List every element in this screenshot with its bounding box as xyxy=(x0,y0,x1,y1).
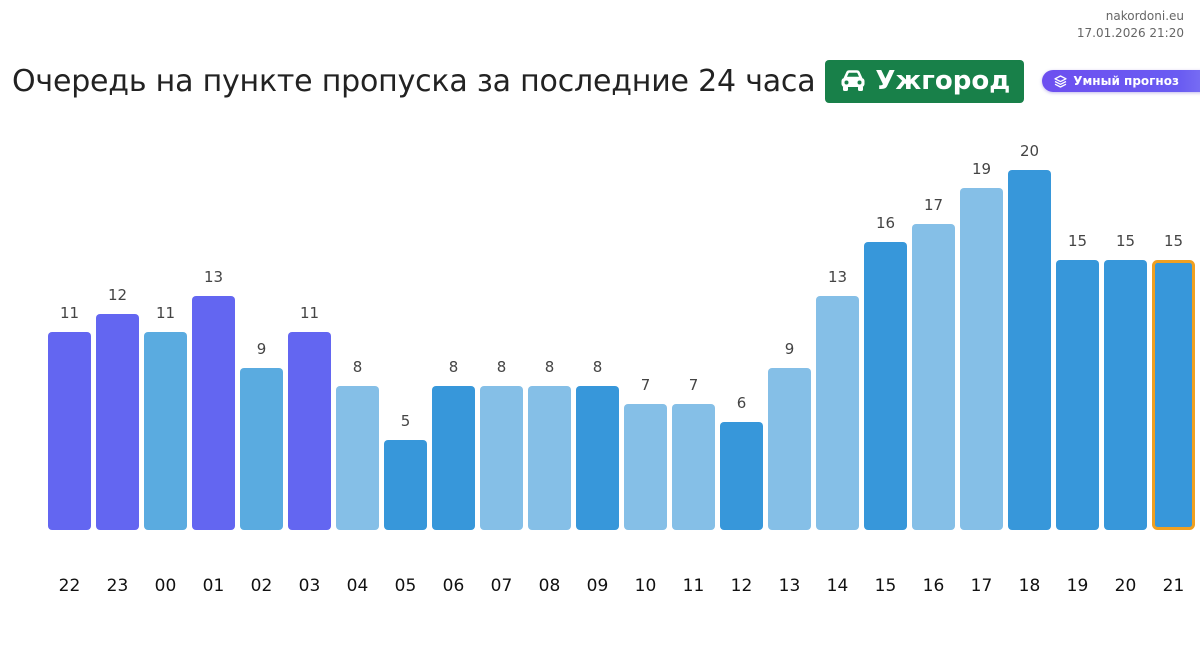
value-label-15: 16 xyxy=(876,214,895,232)
value-label-17: 19 xyxy=(972,160,991,178)
value-label-00: 11 xyxy=(156,304,175,322)
bar-12[interactable] xyxy=(720,422,763,530)
value-label-23: 12 xyxy=(108,286,127,304)
timestamp: 17.01.2026 21:20 xyxy=(1076,26,1184,40)
x-tick-label-21: 21 xyxy=(1163,576,1185,596)
value-label-06: 8 xyxy=(449,358,459,376)
value-label-09: 8 xyxy=(593,358,603,376)
x-tick-label-23: 23 xyxy=(107,576,129,596)
value-label-05: 5 xyxy=(401,412,411,430)
bar-19[interactable] xyxy=(1056,260,1099,530)
bar-01[interactable] xyxy=(192,296,235,530)
bar-09[interactable] xyxy=(576,386,619,530)
bar-16[interactable] xyxy=(912,224,955,530)
x-tick-label-08: 08 xyxy=(539,576,561,596)
forecast-button[interactable]: Умный прогноз xyxy=(1042,70,1200,92)
x-tick-label-07: 07 xyxy=(491,576,513,596)
bar-11[interactable] xyxy=(672,404,715,530)
bar-13[interactable] xyxy=(768,368,811,530)
bar-15[interactable] xyxy=(864,242,907,530)
place-name: Ужгород xyxy=(875,66,1011,96)
bar-03[interactable] xyxy=(288,332,331,530)
layers-icon xyxy=(1054,74,1067,88)
value-label-02: 9 xyxy=(257,340,267,358)
x-tick-label-01: 01 xyxy=(203,576,225,596)
value-label-12: 6 xyxy=(737,394,747,412)
bar-14[interactable] xyxy=(816,296,859,530)
bar-23[interactable] xyxy=(96,314,139,530)
x-tick-label-03: 03 xyxy=(299,576,321,596)
value-label-04: 8 xyxy=(353,358,363,376)
x-tick-label-00: 00 xyxy=(155,576,177,596)
x-tick-label-04: 04 xyxy=(347,576,369,596)
bar-17[interactable] xyxy=(960,188,1003,530)
x-tick-label-02: 02 xyxy=(251,576,273,596)
x-tick-label-09: 09 xyxy=(587,576,609,596)
value-label-21: 15 xyxy=(1164,232,1183,250)
bar-06[interactable] xyxy=(432,386,475,530)
bar-18[interactable] xyxy=(1008,170,1051,530)
value-label-16: 17 xyxy=(924,196,943,214)
x-tick-label-05: 05 xyxy=(395,576,417,596)
value-label-19: 15 xyxy=(1068,232,1087,250)
x-tick-label-19: 19 xyxy=(1067,576,1089,596)
value-label-11: 7 xyxy=(689,376,699,394)
bar-04[interactable] xyxy=(336,386,379,530)
bar-07[interactable] xyxy=(480,386,523,530)
value-label-03: 11 xyxy=(300,304,319,322)
value-label-13: 9 xyxy=(785,340,795,358)
x-tick-label-13: 13 xyxy=(779,576,801,596)
bar-22[interactable] xyxy=(48,332,91,530)
bar-00[interactable] xyxy=(144,332,187,530)
x-tick-label-18: 18 xyxy=(1019,576,1041,596)
x-tick-label-22: 22 xyxy=(59,576,81,596)
value-label-18: 20 xyxy=(1020,142,1039,160)
x-tick-label-11: 11 xyxy=(683,576,705,596)
site-name: nakordoni.eu xyxy=(1105,9,1184,23)
value-label-07: 8 xyxy=(497,358,507,376)
header: Очередь на пункте пропуска за последние … xyxy=(12,58,1200,104)
bar-21[interactable] xyxy=(1152,260,1195,530)
x-tick-label-20: 20 xyxy=(1115,576,1137,596)
bar-10[interactable] xyxy=(624,404,667,530)
x-tick-label-16: 16 xyxy=(923,576,945,596)
x-tick-label-15: 15 xyxy=(875,576,897,596)
bar-20[interactable] xyxy=(1104,260,1147,530)
value-label-14: 13 xyxy=(828,268,847,286)
forecast-label: Умный прогноз xyxy=(1073,74,1179,88)
page-title: Очередь на пункте пропуска за последние … xyxy=(12,63,816,99)
x-tick-label-17: 17 xyxy=(971,576,993,596)
x-tick-label-10: 10 xyxy=(635,576,657,596)
car-icon xyxy=(839,69,867,93)
x-tick-label-06: 06 xyxy=(443,576,465,596)
meta-info: nakordoni.eu 17.01.2026 21:20 xyxy=(1077,8,1184,42)
value-label-01: 13 xyxy=(204,268,223,286)
value-label-08: 8 xyxy=(545,358,555,376)
bar-02[interactable] xyxy=(240,368,283,530)
value-label-22: 11 xyxy=(60,304,79,322)
bar-05[interactable] xyxy=(384,440,427,530)
queue-bar-chart: 11 22 12 23 11 00 13 01 9 02 11 03 8 04 5 05 8 06 8 07 8 08 8 0… xyxy=(48,142,1195,596)
place-badge[interactable]: Ужгород xyxy=(825,59,1025,103)
value-label-20: 15 xyxy=(1116,232,1135,250)
bar-08[interactable] xyxy=(528,386,571,530)
value-label-10: 7 xyxy=(641,376,651,394)
x-tick-label-14: 14 xyxy=(827,576,849,596)
x-tick-label-12: 12 xyxy=(731,576,753,596)
